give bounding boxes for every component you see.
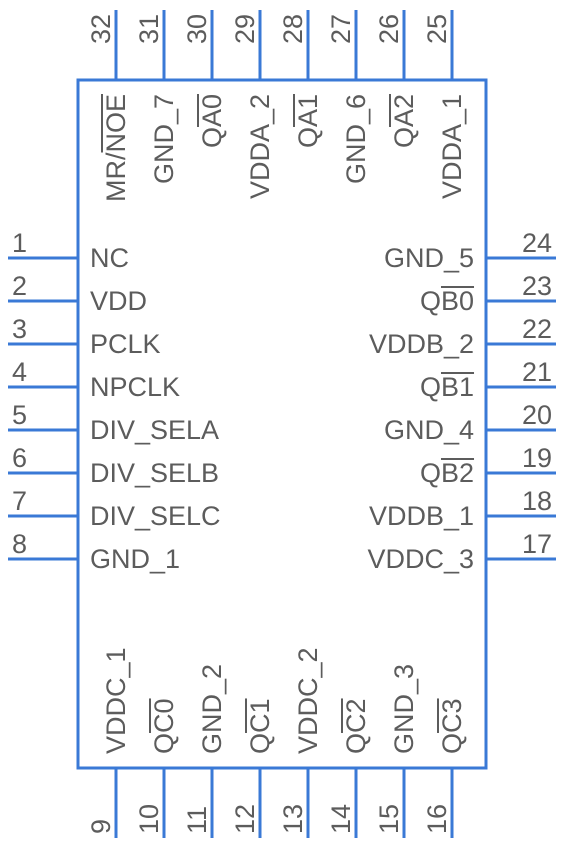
pin-number-25: 25 bbox=[422, 14, 452, 44]
pin-label-18: VDDB_1 bbox=[369, 501, 474, 531]
pin-label-22: VDDB_2 bbox=[369, 329, 474, 359]
pin-number-22: 22 bbox=[522, 314, 552, 344]
pin-label-32: MR/NOE bbox=[101, 94, 131, 202]
pin-label-17: VDDC_3 bbox=[367, 544, 474, 574]
pin-label-24: GND_5 bbox=[384, 243, 474, 273]
pin-label-29: VDDA_2 bbox=[245, 94, 275, 199]
pin-label-27: GND_6 bbox=[341, 94, 371, 184]
pin-number-7: 7 bbox=[12, 486, 27, 516]
pin-number-24: 24 bbox=[522, 228, 552, 258]
pin-number-31: 31 bbox=[134, 14, 164, 44]
pin-label-23: QB0 bbox=[420, 286, 474, 316]
pin-number-12: 12 bbox=[230, 804, 260, 834]
pin-label-31: GND_7 bbox=[149, 94, 179, 184]
pin-label-26: QA2 bbox=[389, 94, 419, 148]
pin-label-9: VDDC_1 bbox=[101, 647, 131, 754]
pin-number-19: 19 bbox=[522, 443, 552, 473]
pin-label-12: QC1 bbox=[245, 698, 275, 754]
pin-label-10: QC0 bbox=[149, 698, 179, 754]
pin-number-29: 29 bbox=[230, 14, 260, 44]
pin-number-15: 15 bbox=[374, 804, 404, 834]
pin-number-28: 28 bbox=[278, 14, 308, 44]
pin-label-11: GND_2 bbox=[197, 664, 227, 754]
pin-label-16: QC3 bbox=[437, 698, 467, 754]
pin-number-21: 21 bbox=[522, 357, 552, 387]
pin-number-18: 18 bbox=[522, 486, 552, 516]
pin-number-17: 17 bbox=[522, 529, 552, 559]
pin-label-28: QA1 bbox=[293, 94, 323, 148]
pin-label-1: NC bbox=[90, 243, 129, 273]
pin-label-20: GND_4 bbox=[384, 415, 474, 445]
pin-label-14: QC2 bbox=[341, 698, 371, 754]
pin-number-1: 1 bbox=[12, 228, 27, 258]
pin-label-5: DIV_SELA bbox=[90, 415, 219, 445]
pin-label-21: QB1 bbox=[420, 372, 474, 402]
pin-label-3: PCLK bbox=[90, 329, 161, 359]
pin-number-14: 14 bbox=[326, 804, 356, 834]
pin-label-7: DIV_SELC bbox=[90, 501, 221, 531]
pin-label-15: GND_3 bbox=[389, 664, 419, 754]
pin-number-23: 23 bbox=[522, 271, 552, 301]
pin-number-26: 26 bbox=[374, 14, 404, 44]
pin-number-13: 13 bbox=[278, 804, 308, 834]
pin-number-20: 20 bbox=[522, 400, 552, 430]
pin-number-4: 4 bbox=[12, 357, 27, 387]
pin-label-30: QA0 bbox=[197, 94, 227, 148]
pin-number-8: 8 bbox=[12, 529, 27, 559]
pin-number-3: 3 bbox=[12, 314, 27, 344]
pin-label-25: VDDA_1 bbox=[437, 94, 467, 199]
pin-number-5: 5 bbox=[12, 400, 27, 430]
pin-number-32: 32 bbox=[86, 14, 116, 44]
pin-label-2: VDD bbox=[90, 286, 147, 316]
pin-label-8: GND_1 bbox=[90, 544, 180, 574]
pin-label-6: DIV_SELB bbox=[90, 458, 219, 488]
pin-number-10: 10 bbox=[134, 804, 164, 834]
pin-number-2: 2 bbox=[12, 271, 27, 301]
pin-label-13: VDDC_2 bbox=[293, 647, 323, 754]
pin-label-4: NPCLK bbox=[90, 372, 180, 402]
pin-number-11: 11 bbox=[182, 806, 212, 834]
pin-number-6: 6 bbox=[12, 443, 27, 473]
pin-number-30: 30 bbox=[182, 14, 212, 44]
chip-pinout-diagram: 1 NC 2 VDD 3 PCLK 4 NPCLK 5 DIV_SELA 6 DIV_SELB 7 DIV… bbox=[0, 0, 568, 848]
pin-number-16: 16 bbox=[422, 804, 452, 834]
pin-label-19: QB2 bbox=[420, 458, 474, 488]
pin-number-27: 27 bbox=[326, 14, 356, 44]
pin-number-9: 9 bbox=[86, 819, 116, 834]
